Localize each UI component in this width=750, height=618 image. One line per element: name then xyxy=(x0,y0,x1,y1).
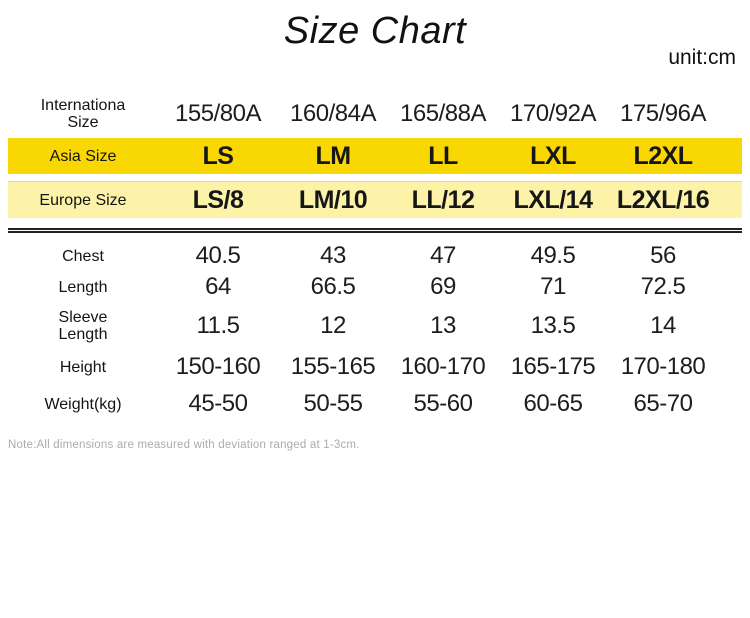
size-cell: LM xyxy=(315,141,351,170)
row-label-chest: Chest xyxy=(62,247,104,265)
measure-cell: 60-65 xyxy=(523,390,583,417)
table-row-height: Height 150-160 155-165 160-170 165-175 1… xyxy=(8,349,742,385)
measure-cell: 12 xyxy=(320,312,346,339)
divider-rule xyxy=(8,228,742,233)
measure-cell: 65-70 xyxy=(633,390,693,417)
row-label-line: Length xyxy=(58,326,108,343)
size-cell: LL xyxy=(428,141,458,170)
measure-cell: 150-160 xyxy=(175,353,261,380)
measure-cell: 66.5 xyxy=(310,273,356,300)
row-label-weight: Weight(kg) xyxy=(44,395,122,413)
size-cell: LXL xyxy=(530,141,576,170)
row-gap xyxy=(8,218,742,228)
measure-cell: 43 xyxy=(320,242,346,269)
measure-cell: 50-55 xyxy=(303,390,363,417)
row-label-line: Size xyxy=(67,114,99,131)
size-cell: L2XL xyxy=(633,141,693,170)
unit-label: unit:cm xyxy=(668,46,736,69)
size-cell: LS xyxy=(202,141,234,170)
table-row-chest: Chest 40.5 43 47 49.5 56 xyxy=(8,241,742,271)
measure-cell: 165-175 xyxy=(510,353,596,380)
row-gap xyxy=(8,233,742,241)
measure-cell: 160-170 xyxy=(400,353,486,380)
row-label-europe-size: Europe Size xyxy=(39,191,127,209)
measure-cell: 69 xyxy=(430,273,456,300)
measure-cell: 72.5 xyxy=(640,273,686,300)
size-cell: LL/12 xyxy=(411,185,475,214)
size-cell: L2XL/16 xyxy=(616,185,710,214)
row-gap xyxy=(8,174,742,181)
size-cell: 160/84A xyxy=(290,100,376,127)
measure-cell: 55-60 xyxy=(413,390,473,417)
measure-cell: 71 xyxy=(540,273,566,300)
size-table: Internationa Size 155/80A 160/84A 165/88… xyxy=(8,88,742,423)
measure-cell: 14 xyxy=(650,312,676,339)
note-text: Note:All dimensions are measured with de… xyxy=(8,439,360,451)
measure-cell: 56 xyxy=(650,242,676,269)
measure-cell: 13.5 xyxy=(530,312,576,339)
row-label-line: Sleeve xyxy=(58,309,108,326)
row-label-sleeve-length: Sleeve Length xyxy=(8,309,158,343)
size-cell: 175/96A xyxy=(620,100,706,127)
header: Size Chart unit:cm xyxy=(0,0,750,88)
measure-cell: 49.5 xyxy=(530,242,576,269)
table-row-europe-size: Europe Size LS/8 LM/10 LL/12 LXL/14 L2XL… xyxy=(8,181,742,218)
measure-cell: 40.5 xyxy=(195,242,241,269)
measure-cell: 155-165 xyxy=(290,353,376,380)
size-cell: LS/8 xyxy=(192,185,244,214)
size-cell: 170/92A xyxy=(510,100,596,127)
row-label-international-size: Internationa Size xyxy=(8,97,158,131)
row-label-line: Internationa xyxy=(40,97,126,114)
measure-cell: 47 xyxy=(430,242,456,269)
measure-cell: 170-180 xyxy=(620,353,706,380)
table-row-length: Length 64 66.5 69 71 72.5 xyxy=(8,271,742,303)
size-cell: LM/10 xyxy=(298,185,368,214)
measure-cell: 13 xyxy=(430,312,456,339)
row-label-height: Height xyxy=(59,358,107,376)
size-cell: 165/88A xyxy=(400,100,486,127)
table-row-asia-size: Asia Size LS LM LL LXL L2XL xyxy=(8,138,742,174)
page-title: Size Chart xyxy=(283,10,467,52)
size-cell: 155/80A xyxy=(175,100,261,127)
size-cell: LXL/14 xyxy=(513,185,593,214)
table-row-sleeve-length: Sleeve Length 11.5 12 13 13.5 14 xyxy=(8,303,742,349)
table-row-international-size: Internationa Size 155/80A 160/84A 165/88… xyxy=(8,88,742,138)
table-row-weight: Weight(kg) 45-50 50-55 55-60 60-65 65-70 xyxy=(8,385,742,423)
row-label-length: Length xyxy=(58,278,108,296)
row-label-asia-size: Asia Size xyxy=(49,147,117,165)
measure-cell: 45-50 xyxy=(188,390,248,417)
measure-cell: 11.5 xyxy=(196,312,240,339)
measure-cell: 64 xyxy=(205,273,231,300)
